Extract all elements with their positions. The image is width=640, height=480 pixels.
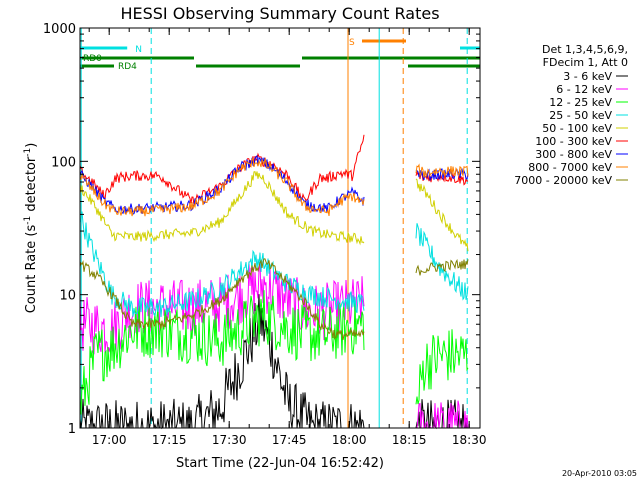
y-axis-label-main: Count Rate (s bbox=[24, 225, 39, 314]
series-line-7-a bbox=[79, 157, 365, 217]
y-axis-label-end: ) bbox=[24, 143, 39, 148]
y-tick-label-2: 100 bbox=[51, 155, 76, 170]
legend-header-line-2: FDecim 1, Att 0 bbox=[543, 56, 628, 69]
x-tick-label-1: 17:15 bbox=[152, 433, 187, 447]
legend-label-7: 800 - 7000 keV bbox=[528, 161, 612, 174]
series-line-0-a bbox=[79, 294, 365, 430]
series-line-4-a bbox=[79, 171, 365, 246]
series-line-2-a bbox=[79, 290, 365, 415]
chart-title: HESSI Observing Summary Count Rates bbox=[120, 4, 439, 23]
x-tick-label-3: 17:45 bbox=[272, 433, 307, 447]
series-line-8-a bbox=[79, 258, 365, 340]
x-tick-label-6: 18:30 bbox=[452, 433, 487, 447]
y-axis-label: Count Rate (s-1 detector-1) bbox=[23, 143, 39, 314]
y-tick-label-1: 10 bbox=[59, 289, 76, 304]
legend: Det 1,3,4,5,6,9, FDecim 1, Att 0 3 - 6 k… bbox=[514, 43, 628, 187]
flag-label-s: S bbox=[349, 38, 355, 48]
legend-label-8: 7000 - 20000 keV bbox=[514, 174, 612, 187]
flag-label-rd0: RD0 bbox=[83, 54, 102, 64]
plot-frame bbox=[79, 27, 481, 429]
legend-label-6: 300 - 800 keV bbox=[535, 148, 612, 161]
y-axis-label-mid: detector bbox=[24, 156, 39, 216]
flags-layer: N S RD0 RD4 bbox=[80, 38, 480, 72]
legend-label-3: 25 - 50 keV bbox=[549, 109, 612, 122]
y-axis-label-sup2: -1 bbox=[23, 148, 33, 157]
x-tick-label-2: 17:30 bbox=[212, 433, 247, 447]
x-tick-label-5: 18:15 bbox=[392, 433, 427, 447]
legend-label-2: 12 - 25 keV bbox=[549, 96, 612, 109]
y-axis-label-sup1: -1 bbox=[23, 216, 33, 225]
legend-header-line-1: Det 1,3,4,5,6,9, bbox=[542, 43, 628, 56]
legend-label-1: 6 - 12 keV bbox=[556, 83, 612, 96]
series-line-7-b bbox=[415, 163, 469, 178]
series-layer bbox=[79, 134, 469, 430]
flag-label-n: N bbox=[135, 45, 142, 55]
y-tick-label-0: 1 bbox=[68, 422, 76, 437]
x-tick-label-0: 17:00 bbox=[92, 433, 127, 447]
series-line-4-b bbox=[415, 178, 469, 252]
x-axis-label: Start Time (22-Jun-04 16:52:42) bbox=[176, 456, 384, 471]
legend-label-0: 3 - 6 keV bbox=[563, 70, 612, 83]
y-tick-label-3: 1000 bbox=[43, 22, 76, 37]
footer-date: 20-Apr-2010 03:05 bbox=[562, 469, 637, 478]
legend-label-5: 100 - 300 keV bbox=[535, 135, 612, 148]
legend-label-4: 50 - 100 keV bbox=[542, 122, 612, 135]
series-line-2-b bbox=[415, 329, 469, 405]
flag-label-rd4: RD4 bbox=[118, 62, 137, 72]
x-tick-label-4: 18:00 bbox=[332, 433, 367, 447]
series-line-1-a bbox=[79, 261, 365, 355]
series-line-8-b bbox=[415, 258, 469, 276]
axis-ticks: 17:00 17:15 17:30 17:45 18:00 18:15 18:30 1 10 10… bbox=[43, 22, 487, 447]
series-line-5-a bbox=[79, 134, 365, 207]
series-line-3-b bbox=[415, 223, 469, 301]
series-line-3-a bbox=[79, 211, 365, 318]
